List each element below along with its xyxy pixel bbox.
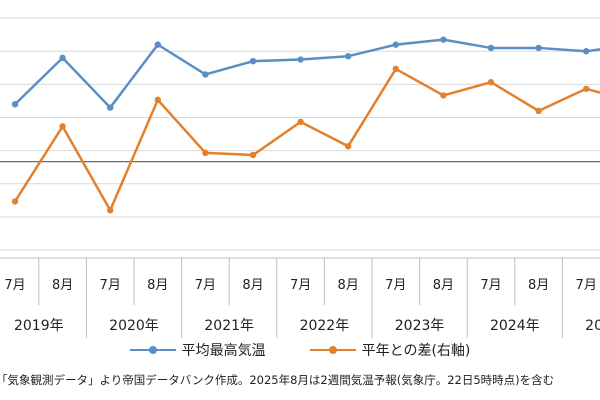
data-point-s1-2 bbox=[107, 207, 114, 214]
tick-label-year-6: 2025年 bbox=[585, 318, 600, 334]
legend-item-max-temp: 平均最高気温 bbox=[129, 340, 266, 360]
tick-label-month-7: 8月 bbox=[338, 278, 359, 293]
legend-swatch-diff bbox=[309, 346, 356, 354]
legend-swatch-max-temp bbox=[129, 346, 176, 354]
tick-label-year-1: 2020年 bbox=[109, 318, 159, 334]
data-point-s1-5 bbox=[249, 151, 257, 159]
line-chart: 7月8月7月8月7月8月7月8月7月8月7月8月7月8月2019年2020年20… bbox=[0, 17, 600, 338]
tick-label-month-12: 7月 bbox=[576, 278, 597, 293]
data-point-s1-10 bbox=[487, 78, 495, 86]
data-point-s0-6 bbox=[297, 56, 304, 63]
data-point-s0-1 bbox=[59, 54, 66, 62]
data-point-s0-10 bbox=[487, 44, 495, 52]
tick-label-month-8: 7月 bbox=[385, 278, 406, 293]
data-point-s0-5 bbox=[249, 57, 257, 65]
tick-label-year-4: 2023年 bbox=[395, 318, 445, 334]
data-point-s0-4 bbox=[202, 71, 209, 78]
tick-label-month-10: 7月 bbox=[480, 278, 501, 293]
series-lines bbox=[11, 36, 600, 214]
data-point-s1-12 bbox=[583, 85, 590, 92]
data-point-s1-1 bbox=[59, 123, 66, 130]
chart-legend: 平均最高気温 平年との差(右軸) bbox=[0, 338, 600, 362]
data-point-s0-11 bbox=[535, 44, 542, 52]
data-point-s0-12 bbox=[583, 48, 590, 55]
tick-label-month-3: 8月 bbox=[147, 278, 168, 293]
gridlines bbox=[0, 17, 600, 251]
data-point-s1-3 bbox=[154, 96, 161, 104]
data-point-s1-8 bbox=[392, 65, 399, 73]
series-line-1 bbox=[13, 67, 600, 212]
tick-label-month-4: 7月 bbox=[195, 278, 216, 293]
tick-label-month-2: 7月 bbox=[100, 278, 121, 293]
tick-label-year-0: 2019年 bbox=[14, 318, 64, 334]
tick-label-year-5: 2024年 bbox=[490, 318, 540, 334]
series-line-0 bbox=[14, 38, 600, 109]
legend-item-diff: 平年との差(右軸) bbox=[309, 340, 471, 360]
tick-label-month-9: 8月 bbox=[433, 278, 454, 293]
source-note: 「気象観測データ」より帝国データバンク作成。2025年8月は2週間気温予報(気象… bbox=[0, 373, 555, 387]
tick-label-year-3: 2022年 bbox=[300, 318, 350, 334]
tick-label-year-2: 2021年 bbox=[204, 318, 254, 334]
data-point-s0-9 bbox=[440, 36, 447, 43]
tick-label-month-6: 7月 bbox=[290, 278, 311, 293]
category-axis: 7月8月7月8月7月8月7月8月7月8月7月8月7月8月2019年2020年20… bbox=[0, 257, 600, 338]
data-point-s1-4 bbox=[202, 149, 209, 157]
tick-label-month-0: 7月 bbox=[4, 278, 25, 293]
tick-label-month-1: 8月 bbox=[52, 278, 73, 293]
data-point-s1-9 bbox=[440, 92, 447, 99]
data-point-s0-2 bbox=[107, 104, 114, 111]
data-point-s1-6 bbox=[297, 118, 304, 126]
data-point-s0-8 bbox=[392, 41, 399, 48]
data-point-s0-7 bbox=[345, 53, 352, 60]
tick-label-month-11: 8月 bbox=[528, 278, 549, 293]
data-point-s1-0 bbox=[11, 198, 19, 205]
legend-label-diff: 平年との差(右軸) bbox=[361, 343, 471, 359]
data-point-s0-3 bbox=[154, 41, 161, 48]
data-point-s0-0 bbox=[11, 101, 19, 108]
tick-label-month-5: 8月 bbox=[242, 278, 263, 293]
legend-label-max-temp: 平均最高気温 bbox=[181, 343, 266, 359]
data-point-s1-7 bbox=[345, 143, 352, 150]
data-point-s1-11 bbox=[535, 107, 542, 115]
